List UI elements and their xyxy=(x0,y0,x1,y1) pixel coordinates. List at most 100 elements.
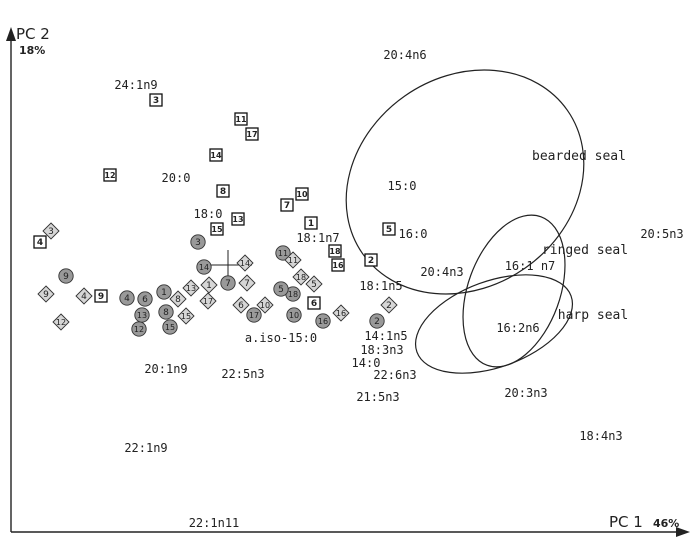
diamond-marker xyxy=(232,296,250,314)
square-marker xyxy=(216,184,230,198)
diamond-marker xyxy=(332,304,350,322)
diamond-marker xyxy=(75,287,93,305)
loading-label: 21:5n3 xyxy=(356,390,399,404)
loading-label: 18:0 xyxy=(194,207,223,221)
circle-point-label: 12 xyxy=(134,325,144,334)
diamond-point: 1 xyxy=(200,276,218,294)
group-label: ringed seal xyxy=(542,243,628,258)
circle-marker xyxy=(220,275,236,291)
y-axis-label: PC 2 xyxy=(16,25,50,43)
diamond-point-label: 8 xyxy=(175,295,181,305)
circle-point-label: 2 xyxy=(374,317,380,327)
ellipse-harp-seal xyxy=(414,274,574,374)
square-point-label: 11 xyxy=(235,115,247,124)
circle-point: 16 xyxy=(315,313,331,329)
square-point: 1 xyxy=(304,216,318,230)
loading-label: 15:0 xyxy=(388,179,417,193)
square-point: 4 xyxy=(33,235,47,249)
square-marker xyxy=(209,148,223,162)
square-marker xyxy=(280,198,294,212)
circle-point: 9 xyxy=(58,268,74,284)
square-point-label: 17 xyxy=(246,130,257,139)
diamond-marker xyxy=(284,251,302,269)
loading-label: 18:1n7 xyxy=(296,231,339,245)
circle-marker xyxy=(246,307,262,323)
diamond-point: 3 xyxy=(42,222,60,240)
square-point-label: 4 xyxy=(37,238,43,248)
circle-point: 6 xyxy=(137,291,153,307)
loading-label: 20:4n6 xyxy=(383,48,426,62)
diamond-point-label: 5 xyxy=(311,280,317,290)
diamond-point: 12 xyxy=(52,313,70,331)
diamond-marker xyxy=(238,274,256,292)
circle-point: 1 xyxy=(156,284,172,300)
circle-point-label: 4 xyxy=(124,294,130,304)
square-point: 7 xyxy=(280,198,294,212)
circle-point: 7 xyxy=(220,275,236,291)
square-point: 10 xyxy=(295,187,309,201)
circle-point-label: 6 xyxy=(142,295,148,305)
square-marker xyxy=(331,258,345,272)
diamond-point: 5 xyxy=(305,275,323,293)
square-point: 13 xyxy=(231,212,245,226)
circle-point-label: 15 xyxy=(165,323,175,332)
loading-label: 20:1n9 xyxy=(144,362,187,376)
circle-marker xyxy=(286,307,302,323)
group-label: harp seal xyxy=(558,308,628,323)
diamond-point-label: 4 xyxy=(81,292,87,302)
square-point-label: 3 xyxy=(153,96,159,106)
circle-point: 15 xyxy=(162,319,178,335)
square-point-label: 8 xyxy=(220,187,226,197)
square-marker xyxy=(149,93,163,107)
diamond-point-label: 3 xyxy=(48,227,54,237)
diamond-point-label: 1 xyxy=(206,281,212,291)
diamond-point: 14 xyxy=(236,254,254,272)
diamond-point-label: 15 xyxy=(181,312,191,321)
square-marker xyxy=(304,216,318,230)
loading-label: 22:1n11 xyxy=(189,516,240,530)
circle-marker xyxy=(162,319,178,335)
loading-label: 22:6n3 xyxy=(373,368,416,382)
diamond-point-label: 16 xyxy=(336,309,346,318)
diamond-point-label: 17 xyxy=(203,297,213,306)
square-point: 5 xyxy=(382,222,396,236)
square-point-label: 5 xyxy=(386,225,392,235)
square-point-label: 7 xyxy=(284,201,290,211)
diamond-point: 13 xyxy=(182,279,200,297)
square-marker xyxy=(245,127,259,141)
circle-point-label: 16 xyxy=(318,317,328,326)
diamond-point: 10 xyxy=(256,296,274,314)
diamond-point: 7 xyxy=(238,274,256,292)
diamond-point: 2 xyxy=(380,296,398,314)
circle-marker xyxy=(137,291,153,307)
diamond-marker xyxy=(305,275,323,293)
y-axis-arrow xyxy=(6,27,16,41)
x-axis-arrow xyxy=(676,527,690,537)
diamond-marker xyxy=(37,285,55,303)
square-point-label: 16 xyxy=(332,261,344,270)
circle-point-label: 3 xyxy=(195,238,201,248)
diamond-marker xyxy=(169,290,187,308)
square-marker xyxy=(382,222,396,236)
circle-point: 2 xyxy=(369,313,385,329)
diamond-point: 16 xyxy=(332,304,350,322)
circle-point-label: 1 xyxy=(161,288,167,298)
circle-point: 4 xyxy=(119,290,135,306)
circle-point: 13 xyxy=(134,307,150,323)
diamond-point-label: 12 xyxy=(56,318,66,327)
diamond-marker xyxy=(292,268,310,286)
square-point: 14 xyxy=(209,148,223,162)
square-point-label: 6 xyxy=(311,299,317,309)
square-point-label: 14 xyxy=(210,151,222,160)
diamond-point-label: 7 xyxy=(244,279,250,289)
circle-point-label: 11 xyxy=(278,249,288,258)
diamond-point-label: 6 xyxy=(238,301,244,311)
diamond-point: 8 xyxy=(169,290,187,308)
diamond-marker xyxy=(177,307,195,325)
square-marker xyxy=(33,235,47,249)
square-point: 3 xyxy=(149,93,163,107)
circle-marker xyxy=(119,290,135,306)
diamond-point-label: 9 xyxy=(43,290,49,300)
loading-label: 14:0 xyxy=(352,356,381,370)
circle-marker xyxy=(196,259,212,275)
